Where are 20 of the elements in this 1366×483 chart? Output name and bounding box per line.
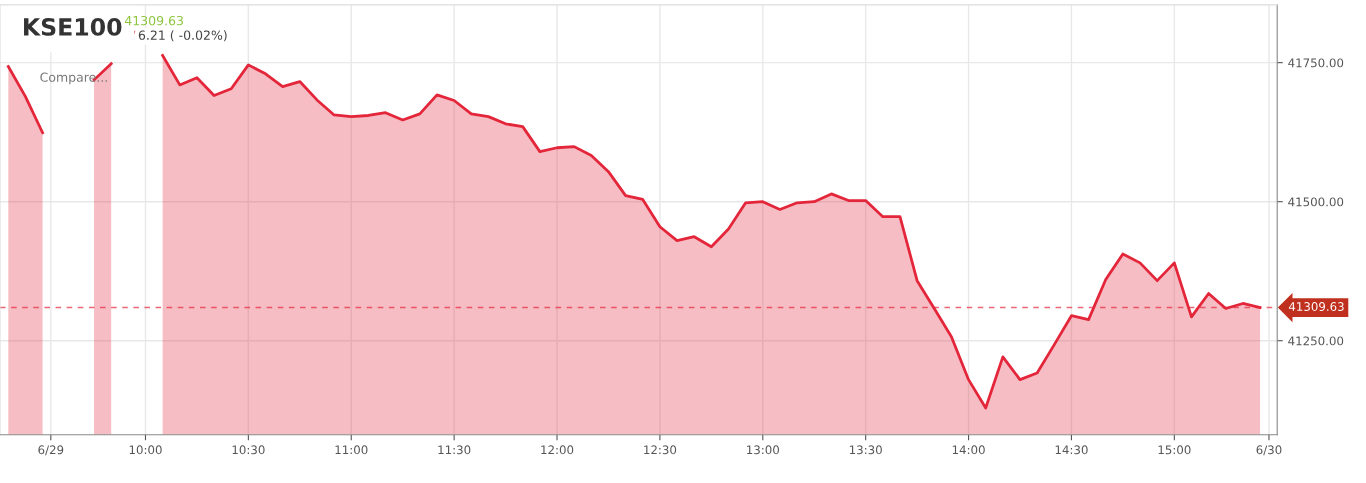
x-tick-label: 14:30 <box>1055 445 1088 455</box>
annotation: 6.21 ( -0.02%) <box>138 30 227 42</box>
y-tick-label: 41500.00 <box>1288 197 1344 207</box>
x-tick-label: 10:30 <box>232 445 265 455</box>
x-tick-label: 12:30 <box>644 445 677 455</box>
ref-line-label: 41309.63 <box>1288 302 1344 311</box>
x-tick-label: 11:00 <box>335 445 368 455</box>
x-tick-label: 6/29 <box>38 445 64 456</box>
x-tick-label: 11:30 <box>438 445 471 455</box>
chart-title: KSE100 <box>24 17 122 36</box>
y-tick-label: 41750.00 <box>1288 58 1344 68</box>
y-tick-label: 41250.00 <box>1288 336 1344 346</box>
x-tick-label: 14:00 <box>952 445 985 455</box>
text: 41309.63 <box>124 15 183 26</box>
x-tick-label: 13:30 <box>849 445 882 455</box>
x-tick-label: 12:00 <box>541 445 574 455</box>
x-tick-label: 15:00 <box>1158 445 1191 455</box>
x-tick-label: 13:00 <box>747 445 780 455</box>
x-tick-label: 10:00 <box>129 445 162 455</box>
x-tick-label: 6/30 <box>1256 445 1282 456</box>
